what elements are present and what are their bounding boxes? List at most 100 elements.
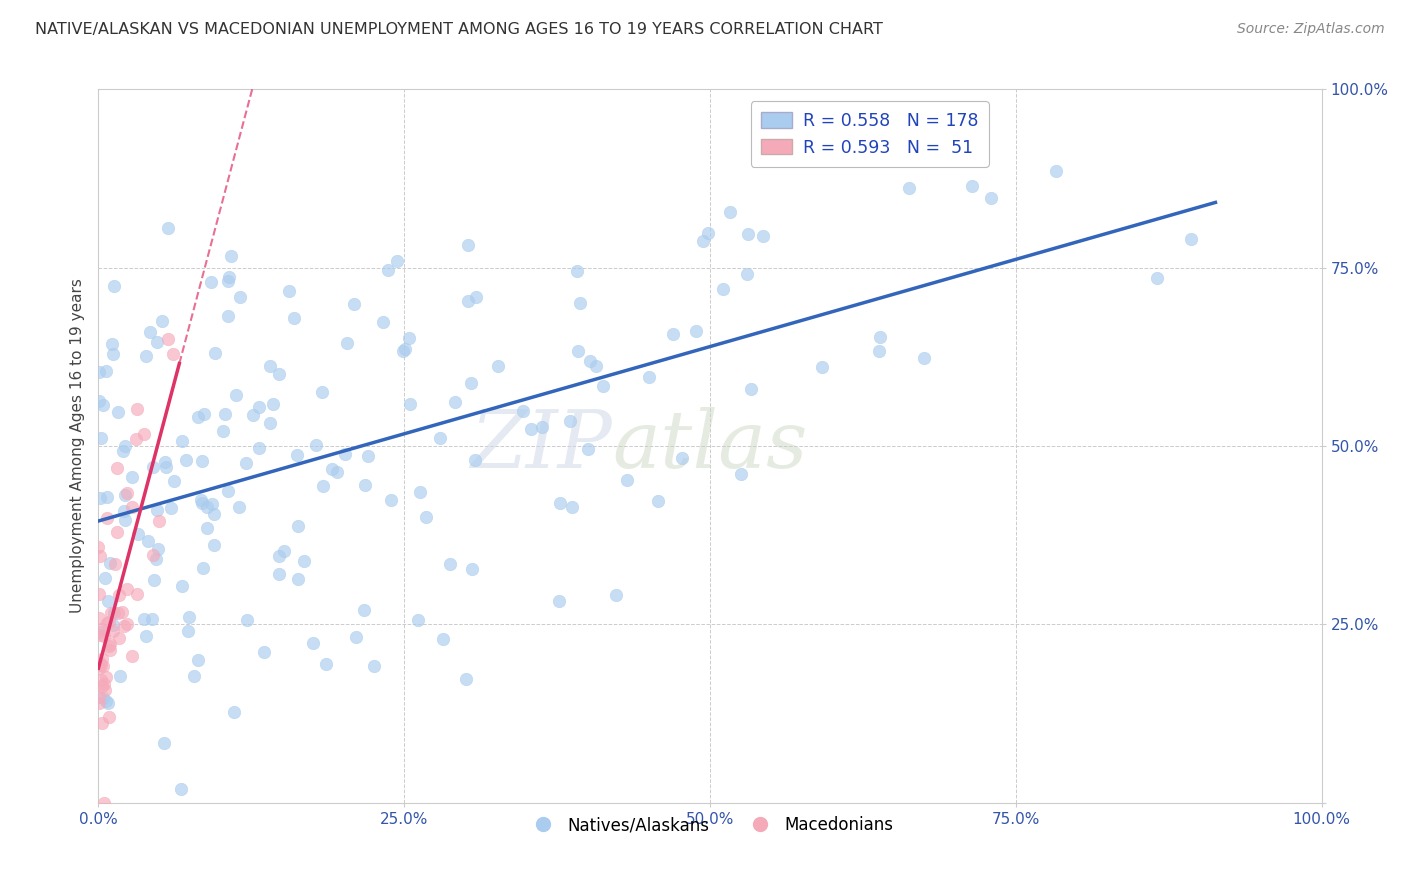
- Text: atlas: atlas: [612, 408, 807, 484]
- Point: [143, 573, 166, 587]
- Point: [605, 589, 627, 603]
- Point: [735, 267, 758, 281]
- Point: [737, 227, 759, 241]
- Point: [354, 478, 377, 492]
- Point: [315, 657, 337, 671]
- Point: [287, 573, 309, 587]
- Point: [247, 442, 270, 456]
- Point: [115, 485, 138, 500]
- Point: [357, 449, 380, 463]
- Point: [94, 683, 117, 698]
- Point: [259, 416, 281, 430]
- Point: [114, 488, 136, 502]
- Point: [93, 629, 115, 643]
- Point: [101, 336, 124, 351]
- Point: [432, 632, 454, 646]
- Point: [460, 376, 482, 390]
- Point: [145, 552, 167, 566]
- Point: [191, 496, 214, 510]
- Point: [217, 484, 239, 499]
- Point: [112, 503, 135, 517]
- Point: [103, 618, 125, 632]
- Point: [235, 456, 257, 470]
- Point: [592, 379, 614, 393]
- Point: [97, 594, 120, 608]
- Point: [464, 452, 486, 467]
- Point: [252, 644, 274, 658]
- Point: [89, 491, 111, 506]
- Text: ZIP: ZIP: [471, 408, 612, 484]
- Point: [148, 514, 170, 528]
- Point: [183, 669, 205, 683]
- Point: [269, 549, 291, 563]
- Point: [114, 438, 136, 452]
- Point: [142, 460, 165, 475]
- Point: [89, 549, 111, 563]
- Point: [399, 396, 422, 410]
- Point: [177, 624, 200, 638]
- Point: [225, 388, 247, 402]
- Point: [114, 513, 136, 527]
- Point: [94, 571, 117, 585]
- Point: [1180, 232, 1202, 246]
- Point: [344, 630, 367, 644]
- Text: Source: ZipAtlas.com: Source: ZipAtlas.com: [1237, 22, 1385, 37]
- Point: [153, 735, 176, 749]
- Point: [125, 587, 148, 601]
- Point: [217, 309, 239, 323]
- Point: [105, 461, 128, 475]
- Point: [146, 541, 169, 556]
- Point: [97, 615, 120, 629]
- Point: [730, 467, 752, 481]
- Point: [90, 673, 112, 687]
- Point: [519, 421, 541, 435]
- Point: [283, 310, 305, 325]
- Point: [980, 191, 1002, 205]
- Point: [103, 347, 125, 361]
- Point: [87, 661, 110, 675]
- Point: [697, 226, 720, 240]
- Point: [93, 690, 115, 705]
- Point: [121, 500, 143, 514]
- Point: [752, 228, 775, 243]
- Point: [394, 342, 416, 356]
- Point: [117, 582, 139, 596]
- Legend: Natives/Alaskans, Macedonians: Natives/Alaskans, Macedonians: [520, 810, 900, 841]
- Point: [96, 490, 118, 504]
- Point: [170, 781, 193, 796]
- Point: [100, 606, 122, 620]
- Point: [869, 330, 891, 344]
- Point: [135, 349, 157, 363]
- Point: [87, 610, 110, 624]
- Point: [531, 420, 554, 434]
- Point: [229, 290, 252, 304]
- Point: [548, 594, 571, 608]
- Point: [163, 474, 186, 488]
- Point: [134, 426, 156, 441]
- Point: [512, 404, 534, 418]
- Point: [121, 470, 143, 484]
- Point: [740, 383, 762, 397]
- Point: [380, 493, 402, 508]
- Point: [810, 359, 832, 374]
- Point: [305, 437, 328, 451]
- Point: [170, 434, 193, 449]
- Point: [457, 293, 479, 308]
- Point: [576, 442, 599, 457]
- Point: [132, 611, 155, 625]
- Point: [127, 526, 149, 541]
- Point: [108, 668, 131, 682]
- Point: [398, 331, 420, 345]
- Point: [195, 521, 218, 535]
- Point: [321, 462, 343, 476]
- Point: [868, 344, 890, 359]
- Point: [585, 359, 607, 373]
- Point: [219, 249, 242, 263]
- Point: [201, 496, 224, 510]
- Point: [89, 365, 111, 379]
- Point: [333, 447, 356, 461]
- Point: [87, 540, 110, 554]
- Point: [193, 561, 215, 575]
- Point: [267, 367, 290, 381]
- Point: [343, 296, 366, 310]
